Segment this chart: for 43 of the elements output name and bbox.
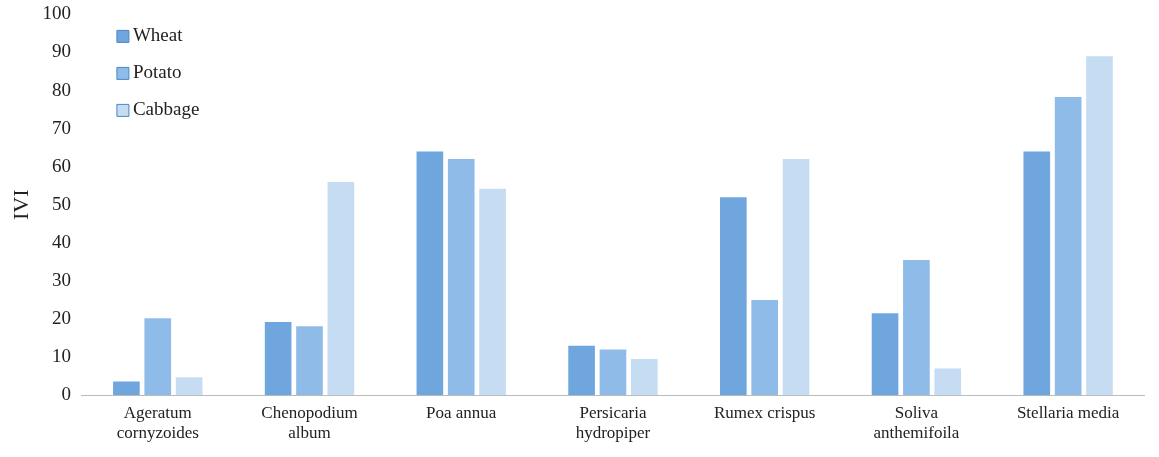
y-tick-label: 50 bbox=[51, 192, 71, 214]
y-tick-label: 90 bbox=[51, 40, 71, 62]
bar bbox=[1023, 151, 1051, 396]
x-tick-label: Persicaria hydropiper bbox=[575, 402, 651, 443]
x-tick-label: Chenopodium album bbox=[261, 402, 358, 443]
bar bbox=[630, 359, 658, 396]
bar bbox=[782, 159, 810, 396]
bar bbox=[144, 318, 172, 396]
bar bbox=[416, 151, 444, 396]
y-axis-title: IVI bbox=[7, 189, 33, 221]
bar bbox=[479, 188, 506, 396]
bar bbox=[903, 260, 930, 396]
legend-label: Cabbage bbox=[132, 98, 200, 120]
bar bbox=[113, 381, 140, 396]
x-tick-label: Ageratum cornyzoides bbox=[116, 402, 199, 443]
y-tick-label: 60 bbox=[51, 154, 71, 176]
bar bbox=[327, 181, 355, 396]
legend-label: Wheat bbox=[132, 24, 184, 46]
bar bbox=[871, 313, 899, 396]
bar bbox=[1086, 56, 1113, 396]
bar bbox=[568, 345, 595, 396]
bar bbox=[447, 159, 475, 396]
x-tick-label: Stellaria media bbox=[1016, 402, 1120, 422]
y-tick-label: 30 bbox=[51, 268, 71, 290]
y-tick-label: 20 bbox=[51, 307, 71, 329]
bar bbox=[934, 368, 962, 396]
y-tick-label: 100 bbox=[42, 2, 71, 24]
bar bbox=[720, 197, 747, 396]
x-tick-label: Poa annua bbox=[426, 402, 497, 422]
bar bbox=[599, 349, 627, 396]
y-tick-label: 70 bbox=[51, 116, 71, 138]
y-tick-label: 10 bbox=[51, 345, 71, 367]
y-tick-label: 80 bbox=[51, 78, 71, 100]
bar bbox=[175, 377, 203, 396]
bar bbox=[296, 326, 323, 396]
bar bbox=[264, 322, 292, 396]
legend-label: Potato bbox=[132, 61, 182, 83]
x-tick-label: Rumex crispus bbox=[713, 402, 816, 422]
bar bbox=[751, 300, 779, 396]
bar bbox=[1054, 97, 1082, 396]
y-tick-label: 40 bbox=[51, 230, 71, 252]
x-tick-label: Soliva anthemifoila bbox=[873, 402, 960, 443]
y-tick-label: 0 bbox=[61, 383, 71, 405]
